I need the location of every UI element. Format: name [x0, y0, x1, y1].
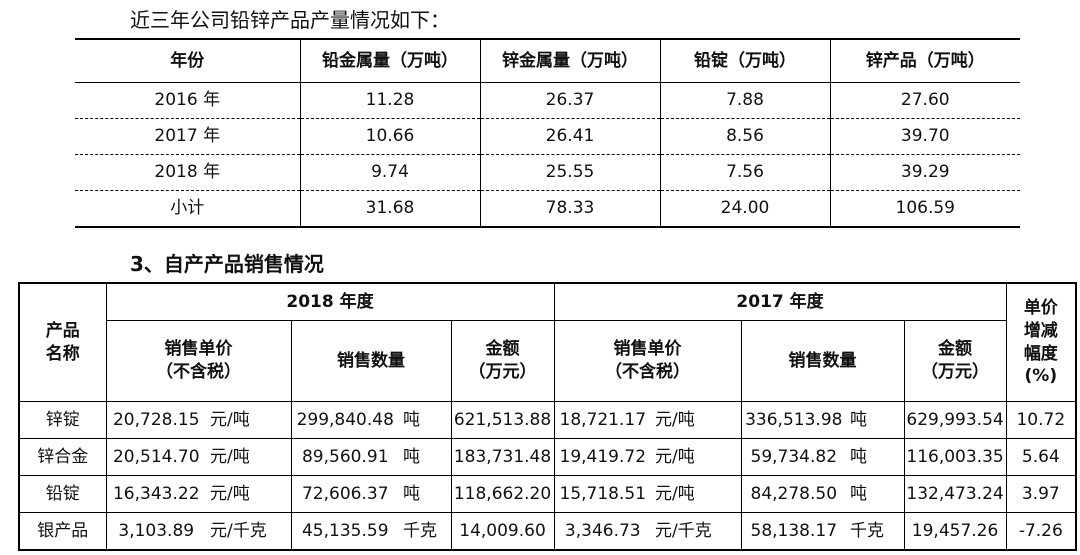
cell: 3,103.89	[105, 512, 206, 551]
cell: 27.60	[829, 82, 1020, 119]
cell: -7.26	[1005, 512, 1077, 551]
row: 小计 31.68 78.33 24.00 106.59	[75, 190, 1020, 228]
cell: 元/吨	[206, 475, 292, 513]
cell: 39.29	[829, 154, 1020, 191]
cell: 千克	[846, 512, 905, 551]
cell: 7.88	[659, 82, 830, 119]
header-cell: 年份	[75, 39, 300, 83]
sub-header: 金额 （万元）	[903, 320, 1007, 402]
cell: 2016 年	[75, 82, 300, 119]
cell: 31.68	[299, 190, 480, 228]
cell: 8.56	[659, 118, 830, 155]
cell: 11.28	[299, 82, 480, 119]
cell: 89,560.91	[290, 438, 399, 476]
row: 2018 年 9.74 25.55 7.56 39.29	[75, 154, 1020, 191]
intro: 近三年公司铅锌产品产量情况如下：	[130, 8, 450, 32]
cell: 9.74	[299, 154, 480, 191]
cell: 72,606.37	[290, 475, 399, 513]
cell: 39.70	[829, 118, 1020, 155]
cell: 2017 年	[75, 118, 300, 155]
cell: 183,731.48	[450, 438, 555, 476]
cell: 吨	[846, 475, 905, 513]
cell: 132,473.24	[903, 475, 1007, 513]
cell: 元/千克	[651, 512, 742, 551]
sub-header: 销售数量	[290, 320, 452, 402]
sub-header: 金额 （万元）	[450, 320, 555, 402]
cell: 吨	[399, 401, 452, 439]
cell: 106.59	[829, 190, 1020, 228]
cell: 元/吨	[651, 475, 742, 513]
header-row: 产品 名称 2018 年度 2017 年度 单价 增减 幅度 (%)	[18, 282, 1077, 402]
sales-table: 产品 名称 2018 年度 2017 年度 单价 增减 幅度 (%) 销售单价 （不含税…	[18, 282, 1078, 551]
cell: 吨	[846, 401, 905, 439]
header-cell: 铅金属量（万吨）	[299, 39, 480, 83]
cell: 银产品	[18, 512, 107, 551]
cell: 45,135.59	[290, 512, 399, 551]
cell: 元/千克	[206, 512, 292, 551]
cell: 629,993.54	[903, 401, 1007, 439]
cell: 58,138.17	[740, 512, 847, 551]
header-cell: 铅锭（万吨）	[659, 39, 830, 83]
header-cell: 锌金属量（万吨）	[479, 39, 660, 83]
cell: 10.72	[1005, 401, 1077, 439]
row: 锌锭 20,728.15 元/吨 299,840.48 吨 621,513.88 18,72…	[18, 401, 1077, 439]
cell: 吨	[846, 438, 905, 476]
cell: 元/吨	[651, 401, 742, 439]
row: 2016 年 11.28 26.37 7.88 27.60	[75, 82, 1020, 119]
cell: 锌合金	[18, 438, 107, 476]
cell: 15,718.51	[553, 475, 652, 513]
row: 锌合金 20,514.70 元/吨 89,560.91 吨 183,731.48 19,41…	[18, 438, 1077, 476]
year-header: 2018 年度	[105, 282, 555, 321]
cell: 336,513.98	[740, 401, 847, 439]
cell: 25.55	[479, 154, 660, 191]
header-cell: 锌产品（万吨）	[829, 39, 1020, 83]
header-cell: 单价 增减 幅度 (%)	[1005, 282, 1077, 402]
cell: 26.37	[479, 82, 660, 119]
cell: 84,278.50	[740, 475, 847, 513]
cell: 吨	[399, 438, 452, 476]
header-cell: 产品 名称	[18, 282, 107, 402]
cell: 锌锭	[18, 401, 107, 439]
cell: 7.56	[659, 154, 830, 191]
row: 2017 年 10.66 26.41 8.56 39.70	[75, 118, 1020, 155]
cell: 24.00	[659, 190, 830, 228]
cell: 5.64	[1005, 438, 1077, 476]
cell: 26.41	[479, 118, 660, 155]
cell: 10.66	[299, 118, 480, 155]
sub-header: 销售数量	[740, 320, 905, 402]
cell: 59,734.82	[740, 438, 847, 476]
cell: 14,009.60	[450, 512, 555, 551]
header-row: 年份 铅金属量（万吨） 锌金属量（万吨） 铅锭（万吨） 锌产品（万吨）	[75, 39, 1020, 83]
cell: 吨	[399, 475, 452, 513]
sub-header: 销售单价 （不含税）	[105, 320, 292, 402]
cell: 20,514.70	[105, 438, 206, 476]
row: 银产品 3,103.89 元/千克 45,135.59 千克 14,009.60 3,346…	[18, 512, 1077, 551]
cell: 铅锭	[18, 475, 107, 513]
cell: 3.97	[1005, 475, 1077, 513]
header-row: 销售单价 （不含税） 销售数量 金额 （万元） 销售单价 （不含税） 销售数量 金额 （万…	[19, 320, 1076, 402]
cell: 116,003.35	[903, 438, 1007, 476]
cell: 78.33	[479, 190, 660, 228]
cell: 小计	[75, 190, 300, 228]
cell: 3,346.73	[553, 512, 652, 551]
row: 铅锭 16,343.22 元/吨 72,606.37 吨 118,662.20 15,718…	[18, 475, 1077, 513]
cell: 20,728.15	[105, 401, 206, 439]
sub-header: 销售单价 （不含税）	[553, 320, 742, 402]
cell: 118,662.20	[450, 475, 555, 513]
production-table: 年份 铅金属量（万吨） 锌金属量（万吨） 铅锭（万吨） 锌产品（万吨） 2016 年 11.…	[75, 38, 1020, 228]
cell: 19,457.26	[903, 512, 1007, 551]
year-header: 2017 年度	[553, 282, 1007, 321]
cell: 2018 年	[75, 154, 300, 191]
section-heading: 3、自产产品销售情况	[130, 252, 324, 276]
cell: 元/吨	[206, 438, 292, 476]
cell: 千克	[399, 512, 452, 551]
cell: 299,840.48	[290, 401, 399, 439]
cell: 18,721.17	[553, 401, 652, 439]
cell: 元/吨	[651, 438, 742, 476]
cell: 16,343.22	[105, 475, 206, 513]
cell: 19,419.72	[553, 438, 652, 476]
cell: 621,513.88	[450, 401, 555, 439]
cell: 元/吨	[206, 401, 292, 439]
